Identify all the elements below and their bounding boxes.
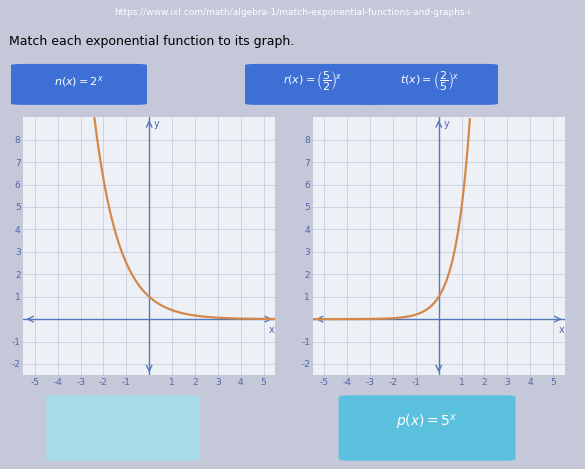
Text: y: y xyxy=(443,119,449,129)
Text: $n(x) = 2^x$: $n(x) = 2^x$ xyxy=(54,74,104,89)
Text: y: y xyxy=(154,119,160,129)
Text: x: x xyxy=(558,325,564,335)
FancyBboxPatch shape xyxy=(47,396,199,460)
Text: $r(x) = \left(\dfrac{5}{2}\right)^{\!x}$: $r(x) = \left(\dfrac{5}{2}\right)^{\!x}$ xyxy=(283,70,343,93)
Text: https://www.ixl.com/math/algebra-1/match-exponential-functions-and-graphs-i: https://www.ixl.com/math/algebra-1/match… xyxy=(114,8,471,17)
Text: Match each exponential function to its graph.: Match each exponential function to its g… xyxy=(9,35,294,47)
Text: $t(x) = \left(\dfrac{2}{5}\right)^{\!x}$: $t(x) = \left(\dfrac{2}{5}\right)^{\!x}$ xyxy=(401,70,459,93)
Text: x: x xyxy=(269,325,274,335)
FancyBboxPatch shape xyxy=(339,396,515,460)
FancyBboxPatch shape xyxy=(363,65,497,104)
FancyBboxPatch shape xyxy=(246,65,380,104)
FancyBboxPatch shape xyxy=(12,65,146,104)
Text: $p(x) = 5^x$: $p(x) = 5^x$ xyxy=(396,413,458,432)
